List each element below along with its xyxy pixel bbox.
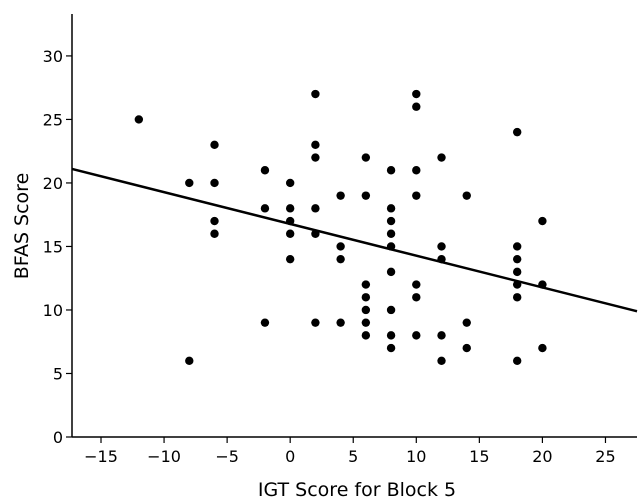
data-point [311, 318, 320, 327]
data-point [412, 293, 421, 302]
data-point [437, 242, 446, 251]
data-point [462, 343, 471, 353]
x-tick-label: −5 [215, 447, 239, 466]
y-tick-label: 25 [43, 110, 63, 129]
data-point [412, 89, 421, 99]
data-point [437, 331, 446, 340]
data-point [285, 178, 295, 188]
data-point [210, 178, 219, 188]
data-point [462, 318, 471, 327]
data-point [412, 102, 421, 111]
data-point [336, 242, 345, 251]
data-point [386, 343, 396, 353]
data-point [412, 191, 421, 200]
x-axis-title: IGT Score for Block 5 [258, 479, 456, 501]
data-point [311, 153, 320, 162]
data-point [412, 280, 421, 289]
data-point [386, 305, 396, 315]
data-point [210, 229, 219, 238]
data-point [386, 229, 396, 238]
x-tick-label: 10 [406, 447, 426, 466]
y-axis-ticks: 0 5 10 15 20 25 30 [43, 47, 72, 447]
data-point [336, 254, 345, 264]
data-point [210, 140, 219, 150]
data-point [285, 254, 295, 264]
data-point [361, 293, 371, 302]
x-axis-ticks: −15 −10 −5 0 5 10 15 20 25 [84, 437, 616, 466]
data-point [437, 356, 446, 365]
data-point [386, 267, 396, 277]
data-point [512, 267, 522, 277]
points-layer [134, 89, 547, 365]
y-tick-label: 20 [43, 174, 63, 193]
x-tick-label: 5 [348, 447, 358, 466]
data-point [361, 191, 371, 200]
x-tick-label: 20 [532, 447, 552, 466]
y-tick-label: 0 [53, 428, 63, 447]
data-point [361, 318, 371, 327]
data-point [386, 331, 396, 340]
data-point [311, 140, 320, 150]
x-tick-label: 15 [469, 447, 489, 466]
y-tick-label: 5 [53, 364, 63, 383]
data-point [512, 127, 522, 137]
data-point [185, 356, 194, 365]
y-tick-label: 15 [43, 237, 63, 256]
data-point [386, 216, 396, 226]
data-point [210, 216, 219, 226]
x-tick-label: 25 [595, 447, 615, 466]
data-point [538, 216, 547, 226]
data-point [412, 331, 421, 340]
data-point [437, 153, 446, 162]
data-point [361, 331, 371, 340]
data-point [512, 356, 522, 365]
data-point [361, 280, 371, 289]
data-point [260, 318, 270, 327]
y-tick-label: 30 [43, 47, 63, 66]
data-point [386, 166, 396, 175]
data-point [512, 254, 522, 264]
x-tick-label: −15 [84, 447, 118, 466]
data-point [336, 191, 345, 200]
data-point [285, 204, 295, 213]
data-point [134, 115, 144, 124]
data-point [512, 293, 522, 302]
data-point [512, 242, 522, 251]
data-point [260, 204, 270, 213]
data-point [538, 343, 547, 353]
data-point [361, 153, 371, 162]
data-point [285, 229, 295, 238]
data-point [412, 166, 421, 175]
y-tick-label: 10 [43, 301, 63, 320]
data-point [260, 166, 270, 175]
regression-line [71, 167, 638, 313]
data-point [462, 191, 471, 200]
data-point [185, 178, 194, 188]
data-point [386, 204, 396, 213]
data-point [311, 204, 320, 213]
data-point [336, 318, 345, 327]
data-point [311, 89, 320, 99]
x-tick-label: 0 [285, 447, 295, 466]
plot-area [71, 89, 638, 365]
x-tick-label: −10 [147, 447, 181, 466]
data-point [361, 305, 371, 315]
y-axis-title: BFAS Score [11, 173, 33, 280]
